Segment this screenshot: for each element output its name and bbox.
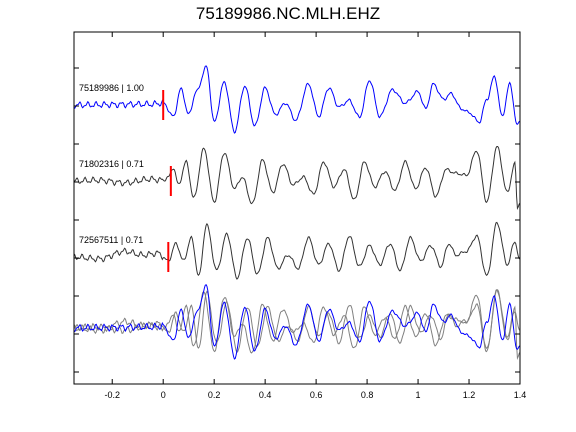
chart-title: 75189986.NC.MLH.EHZ: [195, 4, 381, 23]
trace-line: [73, 221, 521, 280]
trace-label: 72567511 | 0.71: [79, 235, 143, 245]
trace-line: [73, 65, 521, 134]
x-tick-label: 0.8: [361, 390, 374, 400]
x-tick-label: 0.4: [259, 390, 272, 400]
x-tick-label: 1: [416, 390, 421, 400]
trace-labels-layer: 75189986 | 1.00 71802316 | 0.71 72567511 |…: [79, 83, 144, 245]
traces-layer: [73, 65, 521, 361]
trace-label: 71802316 | 0.71: [79, 159, 144, 169]
overlay-trace-line: [73, 284, 521, 360]
x-tick-label: -0.2: [104, 390, 120, 400]
trace-label: 75189986 | 1.00: [79, 83, 144, 93]
plot-area: [74, 32, 520, 384]
x-tick-label: 0.6: [310, 390, 323, 400]
picks-layer: [162, 90, 172, 272]
x-tick-label: 0: [161, 390, 166, 400]
plot-frame: [73, 31, 521, 385]
trace-line: [73, 145, 521, 211]
x-tick-label: 1.4: [514, 390, 527, 400]
axis-ticks-layer: -0.2 0 0.2 0.4 0.6 0.8 1 1.2 1.4: [74, 32, 526, 400]
x-tick-label: 0.2: [208, 390, 221, 400]
x-tick-label: 1.2: [463, 390, 476, 400]
overlay-trace-line: [73, 289, 521, 354]
